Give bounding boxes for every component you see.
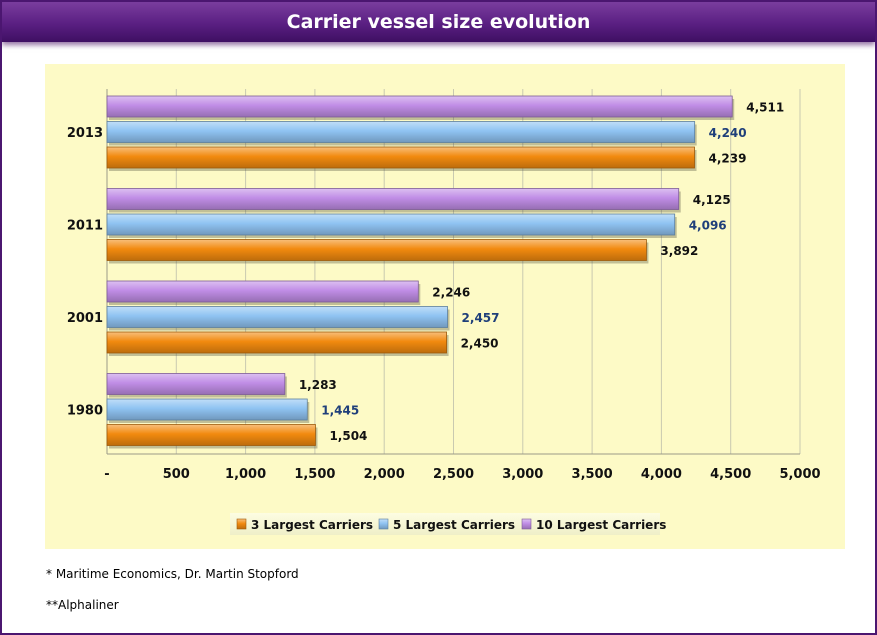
x-tick-label: 3,000 [502, 467, 543, 482]
bar-10-largest-carriers-2001 [106, 280, 419, 303]
data-label: 4,511 [746, 101, 784, 115]
bar-10-largest-carriers-2011 [106, 188, 680, 210]
x-tick-label: 2,000 [364, 467, 405, 482]
legend-swatch-10-largest-carriers [521, 518, 532, 530]
bar-5-largest-carriers-2011 [106, 213, 676, 236]
data-label: 3,892 [660, 244, 698, 258]
data-label: 1,445 [321, 404, 359, 418]
bar-5-largest-carriers-1980 [106, 398, 308, 421]
x-tick-label: 2,500 [433, 467, 474, 482]
x-tick-label: 1,500 [294, 467, 335, 482]
legend-label-3-largest-carriers: 3 Largest Carriers [251, 518, 373, 532]
y-tick-label-2001: 2001 [67, 311, 103, 326]
data-label: 4,240 [709, 126, 747, 140]
bar-5-largest-carriers-2001 [106, 306, 448, 328]
legend-swatch-5-largest-carriers [378, 518, 389, 530]
bar-3-largest-carriers-2013 [106, 146, 695, 169]
x-tick-label: 4,500 [710, 467, 751, 482]
data-label: 1,283 [299, 378, 337, 392]
data-label: 4,096 [689, 219, 727, 233]
chart-title: Carrier vessel size evolution [286, 11, 591, 33]
source-note-2: **Alphaliner [46, 598, 119, 612]
x-tick-label: 3,500 [572, 467, 613, 482]
bar-5-largest-carriers-2013 [106, 121, 696, 143]
data-label: 4,239 [709, 152, 747, 166]
legend-swatch-3-largest-carriers [236, 518, 247, 530]
legend-label-10-largest-carriers: 10 Largest Carriers [536, 518, 666, 532]
x-tick-label: 500 [163, 467, 190, 482]
bar-10-largest-carriers-2013 [106, 95, 733, 118]
y-tick-label-2011: 2011 [67, 219, 103, 234]
bar-3-largest-carriers-2011 [106, 239, 647, 261]
x-tick-label: 1,000 [225, 467, 266, 482]
x-tick-label: - [104, 467, 109, 482]
chart-svg: - 500 1,000 1,500 2,000 2,500 3,000 3,500 4,000 4… [67, 89, 821, 535]
title-bar: Carrier vessel size evolution [2, 2, 875, 42]
bar-3-largest-carriers-2001 [106, 331, 447, 354]
legend-label-5-largest-carriers: 5 Largest Carriers [393, 518, 515, 532]
data-label: 4,125 [693, 193, 731, 207]
plot-panel: - 500 1,000 1,500 2,000 2,500 3,000 3,500 4,000 4… [45, 64, 845, 549]
y-tick-label-2013: 2013 [67, 126, 103, 141]
legend-box [230, 513, 660, 535]
data-label: 2,246 [432, 286, 470, 300]
data-label: 2,457 [462, 311, 500, 325]
bar-10-largest-carriers-1980 [106, 373, 286, 395]
bar-3-largest-carriers-1980 [106, 424, 316, 446]
x-tick-label: 4,000 [641, 467, 682, 482]
y-tick-label-1980: 1980 [67, 404, 103, 419]
data-label: 1,504 [329, 429, 367, 443]
x-tick-label: 5,000 [779, 467, 820, 482]
source-note-1: * Maritime Economics, Dr. Martin Stopfor… [46, 567, 299, 581]
data-label: 2,450 [461, 337, 499, 351]
